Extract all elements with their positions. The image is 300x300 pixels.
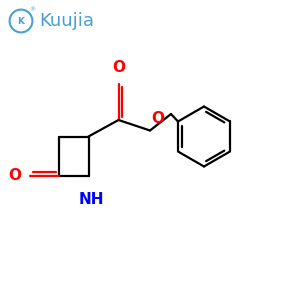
- Text: K: K: [17, 16, 25, 26]
- Text: O: O: [112, 60, 125, 75]
- Text: Kuujia: Kuujia: [39, 12, 94, 30]
- Text: ®: ®: [29, 7, 35, 12]
- Text: O: O: [8, 168, 21, 183]
- Text: NH: NH: [79, 192, 104, 207]
- Text: O: O: [152, 111, 164, 126]
